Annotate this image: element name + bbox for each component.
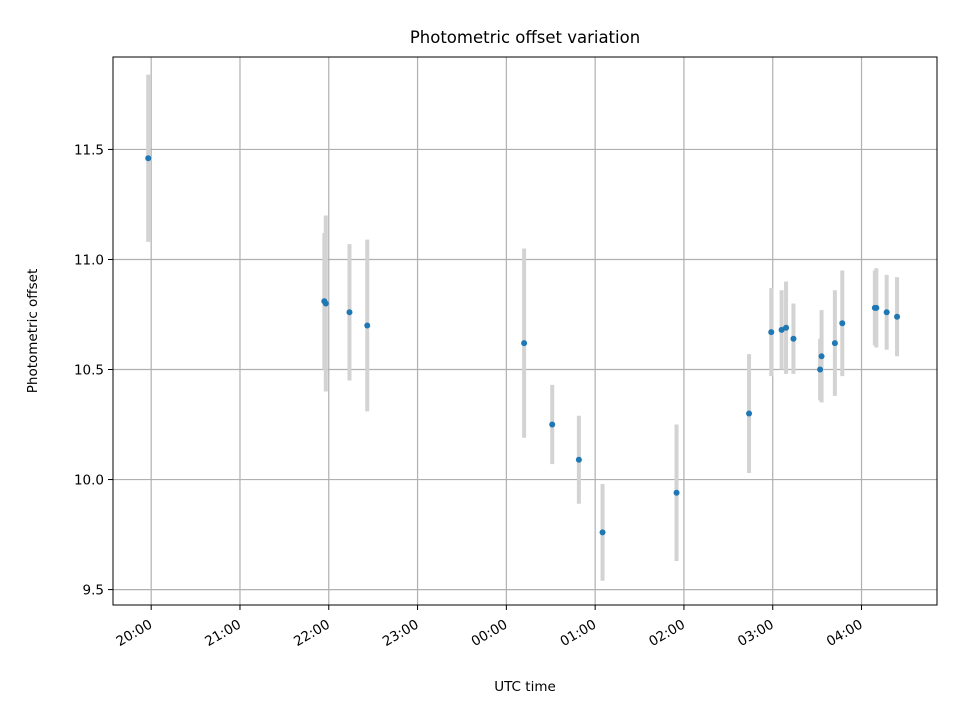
data-point: [575, 456, 582, 463]
data-point: [873, 304, 880, 311]
data-point: [839, 320, 846, 327]
data-point: [817, 366, 824, 373]
plot-frame: [112, 56, 938, 606]
data-point: [549, 421, 556, 428]
x-axis-label: UTC time: [494, 679, 556, 695]
data-point: [790, 335, 797, 342]
y-tick-label: 11.0: [74, 252, 104, 268]
chart-title: Photometric offset variation: [410, 28, 640, 47]
data-point: [322, 300, 329, 307]
data-point: [894, 313, 901, 320]
data-point: [521, 340, 528, 347]
data-point: [778, 326, 785, 333]
y-tick-label: 10.5: [74, 363, 104, 379]
data-point: [883, 309, 890, 316]
data-point: [831, 340, 838, 347]
point-layer: [145, 155, 901, 536]
data-point: [768, 329, 775, 336]
data-point: [599, 529, 606, 536]
data-point: [346, 309, 353, 316]
y-tick-label: 9.5: [83, 583, 104, 599]
data-point: [145, 155, 152, 162]
y-tick-label: 10.0: [74, 473, 104, 489]
y-axis-label: Photometric offset: [25, 269, 41, 393]
data-point: [818, 353, 825, 360]
data-point: [783, 324, 790, 331]
data-point: [364, 322, 371, 329]
y-tick-label: 11.5: [74, 142, 104, 158]
data-point: [746, 410, 753, 417]
data-point: [673, 489, 680, 496]
